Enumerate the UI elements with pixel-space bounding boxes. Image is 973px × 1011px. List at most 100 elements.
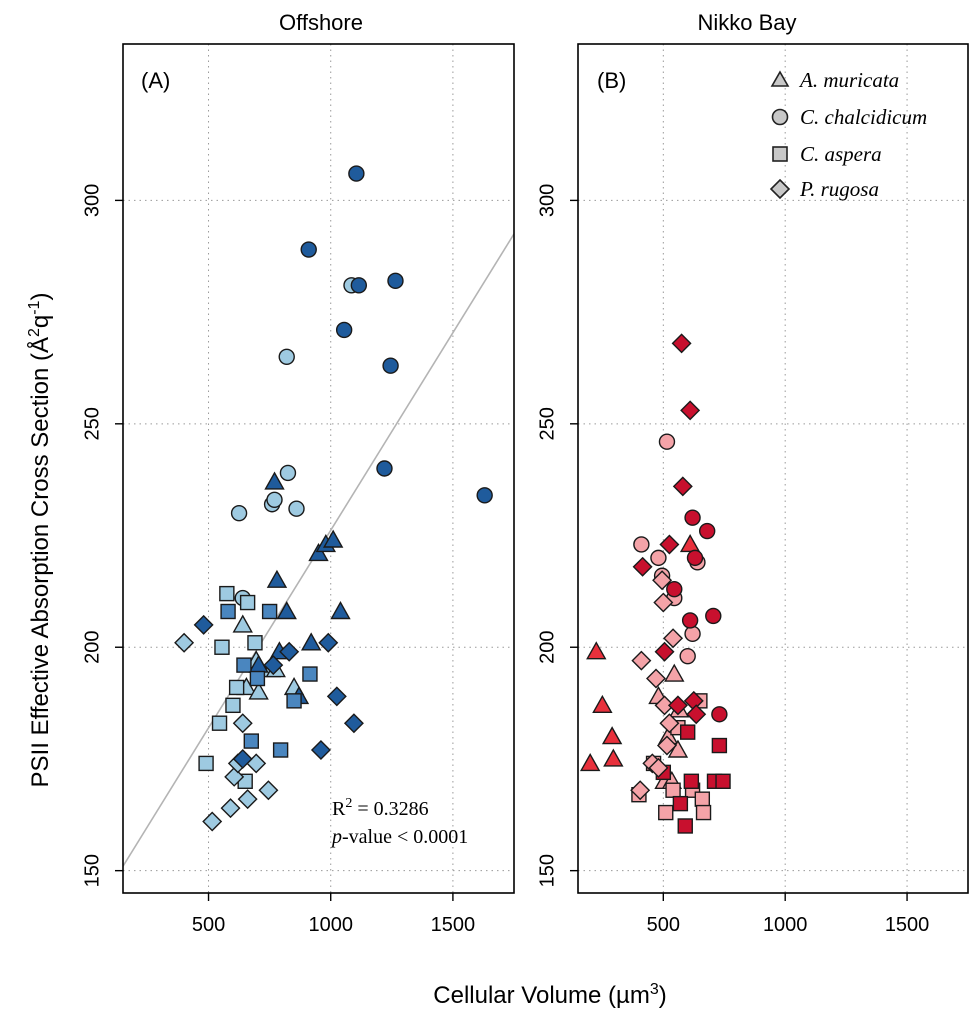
point-c-aspera: [214, 639, 230, 655]
y-tick-label: 300: [81, 184, 103, 217]
point-c-chalcidicum: [278, 348, 295, 365]
panel-label-b: (B): [597, 68, 626, 93]
legend-square-icon: [772, 146, 788, 162]
point-p-rugosa: [646, 668, 666, 689]
legend-label-a-muricata: A. muricata: [798, 68, 899, 92]
point-p-rugosa: [656, 735, 677, 756]
point-c-aspera: [694, 791, 711, 807]
point-c-chalcidicum: [650, 549, 667, 567]
x-tick-label: 500: [192, 914, 225, 936]
legend-diamond-icon: [769, 178, 791, 200]
y-tick-label: 200: [536, 631, 558, 664]
point-a-muricata: [266, 569, 288, 588]
point-c-aspera: [239, 594, 256, 611]
y-tick-label: 150: [81, 854, 103, 887]
panel-nikko-bay: 500 1000 1500 150 200 250 300: [536, 43, 969, 936]
point-c-chalcidicum: [698, 522, 716, 540]
panel-offshore: 500 1000 1500 150 200 250 300: [81, 43, 515, 936]
point-p-rugosa: [630, 780, 651, 801]
point-c-chalcidicum: [266, 491, 283, 508]
point-p-rugosa: [652, 570, 673, 591]
x-tick-label: 1500: [431, 914, 476, 936]
point-p-rugosa: [318, 632, 339, 653]
point-c-aspera: [286, 693, 302, 709]
x-tick-label: 500: [647, 914, 680, 936]
point-c-chalcidicum: [476, 487, 493, 504]
point-p-rugosa: [653, 592, 674, 613]
point-c-aspera: [679, 724, 696, 740]
point-c-aspera: [261, 603, 278, 620]
point-c-aspera: [677, 818, 693, 834]
point-a-muricata: [264, 471, 285, 490]
point-c-aspera: [243, 733, 259, 749]
legend: A. muricata C. chalcidicum C. aspera P. …: [769, 68, 927, 201]
point-c-aspera: [272, 742, 289, 758]
point-c-aspera: [695, 804, 712, 821]
point-c-chalcidicum: [279, 464, 297, 482]
panel-title-nikko-bay: Nikko Bay: [697, 10, 796, 35]
legend-label-c-chalcidicum: C. chalcidicum: [800, 105, 927, 129]
point-a-muricata: [579, 752, 601, 772]
point-c-chalcidicum: [348, 165, 365, 182]
point-a-muricata: [308, 542, 329, 562]
point-p-rugosa: [671, 333, 692, 354]
point-p-rugosa: [220, 798, 241, 819]
point-a-muricata: [248, 681, 269, 700]
point-a-muricata: [586, 641, 607, 660]
point-a-muricata: [592, 694, 613, 714]
plot-frame: [122, 43, 515, 894]
point-c-chalcidicum: [288, 500, 305, 517]
point-c-aspera: [711, 737, 728, 754]
point-c-chalcidicum: [633, 536, 650, 553]
point-p-rugosa: [258, 780, 279, 801]
x-tick-label: 1500: [885, 914, 930, 936]
point-p-rugosa: [654, 641, 675, 662]
point-p-rugosa: [193, 614, 214, 635]
point-a-muricata: [601, 726, 623, 745]
panel-title-offshore: Offshore: [279, 10, 363, 35]
r-squared-annotation: R2 = 0.3286: [332, 796, 429, 820]
y-tick-label: 200: [81, 631, 103, 664]
point-a-muricata: [330, 601, 351, 620]
legend-label-c-aspera: C. aspera: [800, 142, 882, 166]
point-c-chalcidicum: [684, 625, 701, 643]
point-c-aspera: [302, 666, 318, 682]
y-tick-label: 250: [536, 407, 558, 440]
y-tick-label: 150: [536, 854, 558, 887]
point-c-chalcidicum: [658, 433, 676, 450]
point-c-chalcidicum: [711, 706, 728, 723]
point-c-chalcidicum: [230, 504, 248, 522]
plot-frame: [577, 43, 969, 894]
point-a-muricata: [300, 632, 322, 651]
point-c-chalcidicum: [382, 357, 399, 374]
point-p-rugosa: [343, 713, 364, 734]
point-p-rugosa: [631, 650, 652, 671]
point-c-chalcidicum: [387, 272, 404, 290]
point-c-aspera: [219, 585, 235, 602]
point-a-muricata: [276, 601, 297, 620]
point-c-chalcidicum: [679, 647, 696, 665]
point-p-rugosa: [632, 556, 653, 577]
point-a-muricata: [603, 748, 624, 767]
legend-circle-icon: [771, 108, 789, 126]
point-c-aspera: [247, 635, 263, 651]
point-c-aspera: [228, 679, 245, 696]
point-c-chalcidicum: [684, 509, 701, 526]
point-c-chalcidicum: [376, 460, 393, 477]
point-c-aspera: [211, 715, 228, 731]
panel-label-a: (A): [141, 68, 170, 93]
point-a-muricata: [232, 614, 253, 633]
point-p-rugosa: [310, 740, 331, 761]
x-tick-label: 1000: [308, 914, 353, 936]
legend-label-p-rugosa: P. rugosa: [799, 177, 879, 201]
point-p-rugosa: [648, 757, 669, 778]
point-c-aspera: [683, 773, 700, 789]
point-p-rugosa: [659, 534, 680, 555]
point-p-rugosa: [667, 695, 688, 716]
point-p-rugosa: [654, 695, 675, 716]
point-c-aspera: [658, 804, 674, 821]
point-c-aspera: [220, 603, 236, 620]
y-tick-label: 300: [536, 184, 558, 217]
point-p-rugosa: [232, 713, 253, 734]
y-axis-label: PSII Effective Absorption Cross Section …: [26, 293, 54, 788]
